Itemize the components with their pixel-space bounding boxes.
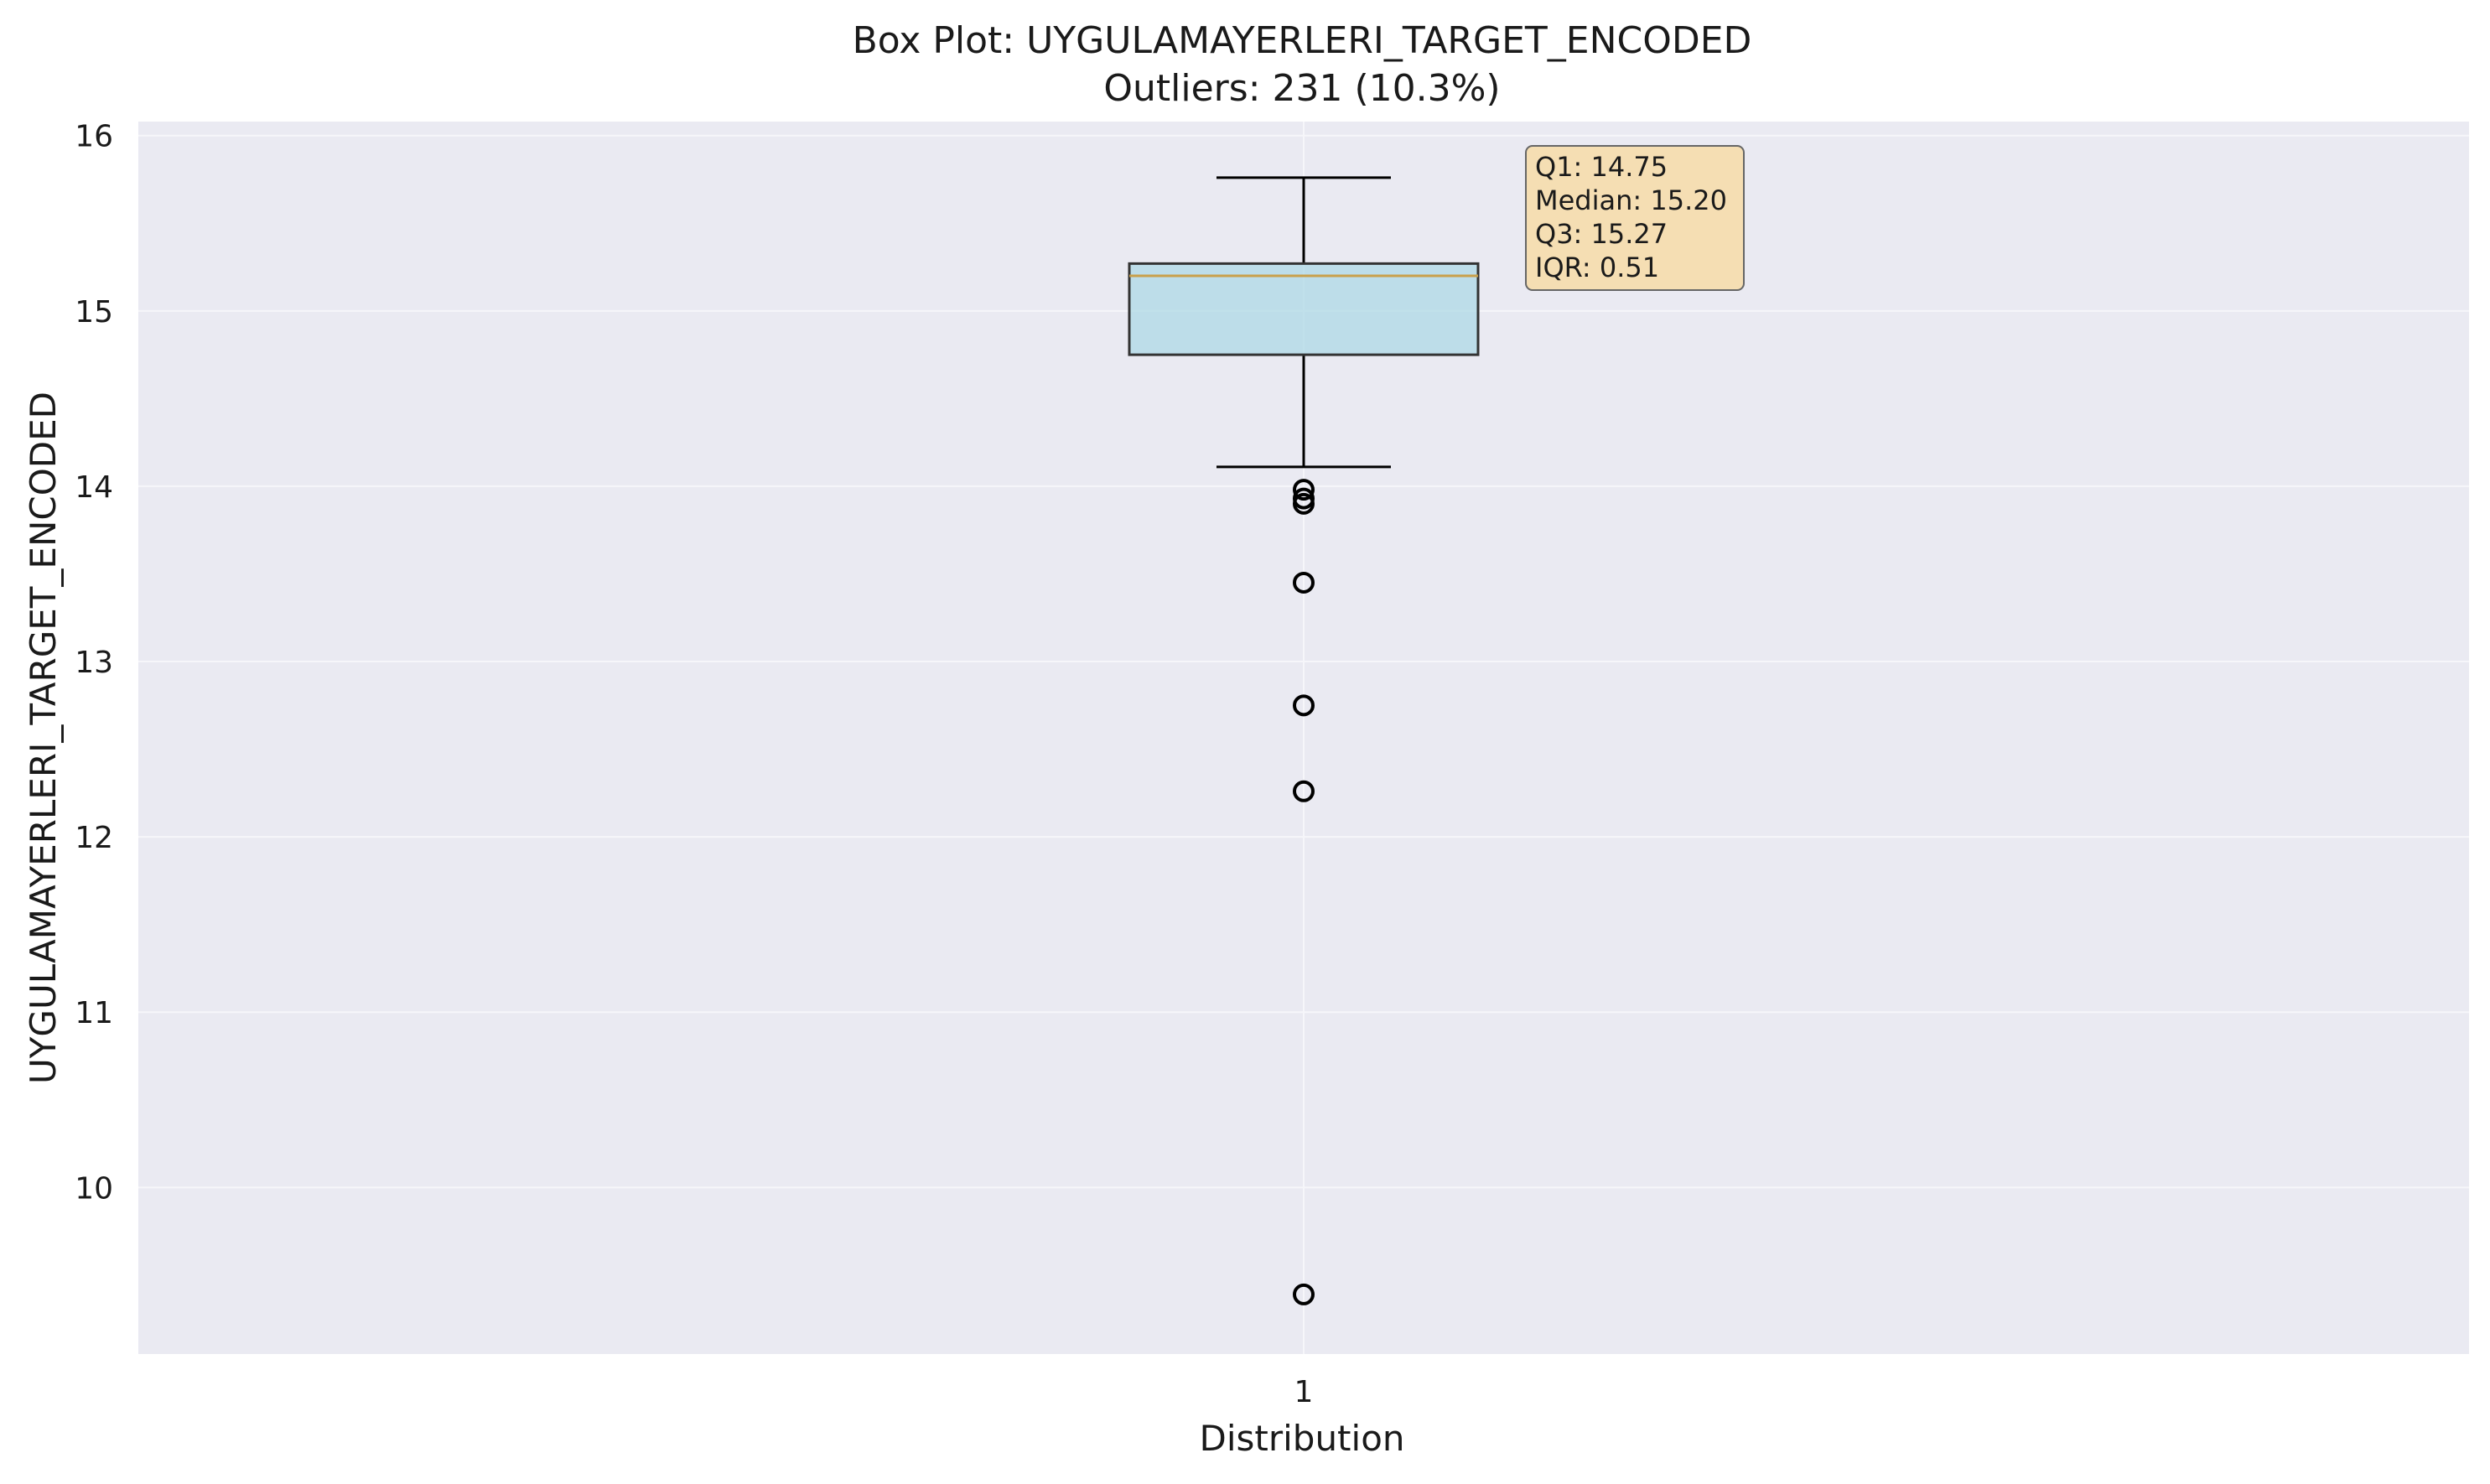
stats-box-background (1525, 145, 1745, 291)
outlier-point (1293, 571, 1315, 594)
y-tick-label: 12 (75, 821, 113, 855)
y-axis-ticks: 10 11 12 13 14 15 16 (75, 120, 113, 1206)
stats-iqr: IQR: 0.51 (1535, 252, 1659, 283)
stats-median: Median: 15.20 (1535, 184, 1727, 216)
y-axis-label: UYGULAMAYERLERI_TARGET_ENCODED (23, 392, 64, 1084)
x-tick-label: 1 (1294, 1375, 1314, 1409)
x-axis-ticks: 1 (1294, 1375, 1314, 1409)
y-tick-label: 10 (75, 1171, 113, 1206)
outlier-point (1293, 492, 1315, 515)
outlier-point (1293, 780, 1315, 802)
chart-subtitle: Outliers: 231 (10.3%) (1103, 67, 1500, 110)
stats-box: Q1: 14.75 Median: 15.20 Q3: 15.27 IQR: 0… (1525, 145, 1745, 291)
y-tick-label: 13 (75, 646, 113, 680)
stats-q1: Q1: 14.75 (1535, 151, 1668, 183)
y-tick-label: 16 (75, 120, 113, 154)
outlier-point (1293, 1283, 1315, 1305)
y-tick-label: 15 (75, 295, 113, 329)
outlier-point (1293, 479, 1315, 501)
outlier-point (1293, 694, 1315, 717)
whiskers (1216, 176, 1391, 469)
chart-title: Box Plot: UYGULAMAYERLERI_TARGET_ENCODED (853, 19, 1752, 62)
outlier-points (1293, 479, 1315, 1305)
y-tick-label: 11 (75, 996, 113, 1030)
x-axis-label: Distribution (1199, 1418, 1404, 1459)
stats-q3: Q3: 15.27 (1535, 218, 1668, 250)
iqr-box (1128, 262, 1480, 356)
y-tick-label: 14 (75, 470, 113, 505)
